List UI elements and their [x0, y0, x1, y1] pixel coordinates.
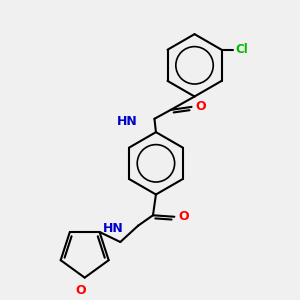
Text: O: O: [178, 210, 188, 223]
Text: HN: HN: [103, 222, 123, 235]
Text: HN: HN: [117, 115, 138, 128]
Text: O: O: [195, 100, 206, 113]
Text: O: O: [75, 284, 86, 297]
Text: Cl: Cl: [235, 43, 248, 56]
